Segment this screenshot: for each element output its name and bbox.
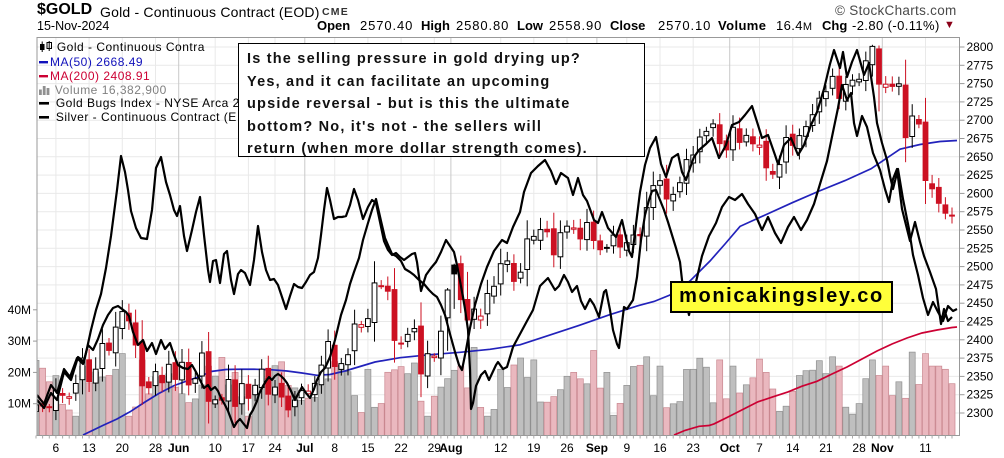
svg-text:2675: 2675 [967,132,994,146]
svg-text:2525: 2525 [967,241,994,255]
svg-text:28: 28 [852,441,866,455]
svg-text:14: 14 [786,441,800,455]
svg-text:Nov: Nov [871,441,894,455]
svg-text:20M: 20M [8,365,31,379]
svg-text:9: 9 [623,441,630,455]
svg-text:10M: 10M [8,397,31,411]
svg-text:12: 12 [494,441,508,455]
svg-text:19: 19 [527,441,541,455]
svg-text:2625: 2625 [967,168,994,182]
svg-text:29: 29 [428,441,442,455]
svg-text:Oct: Oct [720,441,740,455]
svg-text:11: 11 [919,441,932,455]
svg-text:2350: 2350 [967,369,994,383]
svg-text:26: 26 [560,441,574,455]
svg-text:2375: 2375 [967,351,994,365]
svg-text:10: 10 [209,441,223,455]
svg-text:2750: 2750 [967,77,994,91]
svg-text:7: 7 [756,441,763,455]
svg-text:28: 28 [149,441,163,455]
svg-text:2425: 2425 [967,315,994,329]
svg-text:20: 20 [116,441,130,455]
svg-text:2400: 2400 [967,333,994,347]
svg-text:2475: 2475 [967,278,994,292]
svg-text:16: 16 [653,441,667,455]
svg-text:2575: 2575 [967,205,994,219]
svg-text:2600: 2600 [967,186,994,200]
svg-text:15: 15 [361,441,375,455]
svg-text:2775: 2775 [967,58,994,72]
svg-text:Jul: Jul [296,441,313,455]
svg-text:2500: 2500 [967,260,994,274]
svg-text:2700: 2700 [967,113,994,127]
svg-text:17: 17 [242,441,256,455]
svg-text:2650: 2650 [967,150,994,164]
svg-text:40M: 40M [8,303,31,317]
svg-text:Jun: Jun [168,441,189,455]
svg-text:13: 13 [82,441,96,455]
svg-text:2725: 2725 [967,95,994,109]
svg-text:23: 23 [687,441,701,455]
svg-text:24: 24 [268,441,282,455]
svg-text:8: 8 [331,441,338,455]
svg-text:2550: 2550 [967,223,994,237]
svg-text:6: 6 [53,441,60,455]
svg-text:2450: 2450 [967,296,994,310]
svg-text:2300: 2300 [967,406,994,420]
svg-text:21: 21 [819,441,833,455]
svg-text:22: 22 [394,441,408,455]
svg-text:2800: 2800 [967,40,994,54]
svg-text:2325: 2325 [967,388,994,402]
svg-text:30M: 30M [8,334,31,348]
svg-text:Sep: Sep [586,441,608,455]
svg-text:Aug: Aug [439,441,462,455]
